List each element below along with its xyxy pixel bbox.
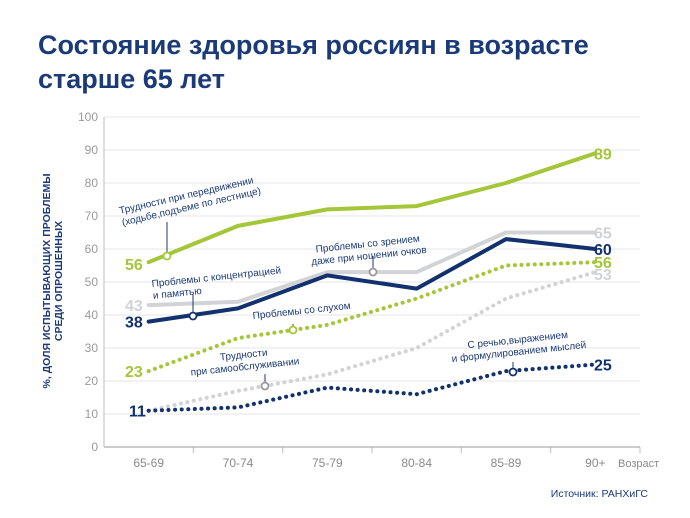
series-annotation: Проблемы со зрениемдаже при ношении очко… (309, 232, 427, 268)
source-note: Источник: РАНХиГС (550, 488, 648, 500)
y-tick-label: 50 (85, 275, 99, 289)
annotation-marker (260, 381, 270, 391)
annotation-marker (368, 267, 378, 277)
y-tick-label: 80 (85, 176, 99, 190)
x-tick-label: 70-74 (223, 456, 254, 470)
annotation-line: и памятью (152, 286, 202, 302)
y-tick-label: 100 (78, 110, 98, 124)
chart-title: Состояние здоровья россиян в возрасте ст… (38, 30, 589, 94)
y-tick-label: 10 (85, 407, 99, 421)
annotation-marker (508, 367, 518, 377)
annotation-line: Проблемы со слухом (252, 300, 351, 322)
series-end-label: 53 (594, 267, 612, 284)
annotation-marker (288, 325, 298, 335)
y-tick-label: 90 (85, 143, 99, 157)
series-line-1 (146, 151, 598, 265)
series-line-3 (146, 237, 598, 324)
x-tick-label: 80-84 (401, 456, 432, 470)
series-start-label: 23 (125, 364, 143, 381)
y-tick-label: 70 (85, 209, 99, 223)
series-annotation: Трудности при передвижении(ходьбе,подъем… (118, 174, 262, 228)
series-end-label: 25 (594, 358, 612, 375)
x-axis-label: Возраст (618, 458, 659, 470)
y-axis-label: %, ДОЛЯ ИСПЫТЫВАЮЩИХ ПРОБЛЕМЫСРЕДИ ОПРОШ… (41, 174, 65, 389)
y-tick-label: 60 (85, 242, 99, 256)
y-tick-label: 20 (85, 374, 99, 388)
series-annotation: Проблемы с концентрациейи памятью (151, 264, 283, 301)
x-tick-label: 85-89 (491, 456, 522, 470)
series-end-label: 65 (594, 226, 612, 243)
series-annotation: С речью,выражениеми формулированием мысл… (450, 328, 587, 365)
series-start-label: 43 (125, 298, 143, 315)
annotation-marker (188, 311, 198, 321)
series-start-label: 11 (129, 404, 146, 421)
y-tick-label: 30 (85, 341, 99, 355)
series-end-label: 56 (594, 255, 612, 272)
x-tick-label: 65-69 (133, 456, 164, 470)
annotation-line: Трудности (219, 348, 268, 364)
y-tick-label: 40 (85, 308, 99, 322)
y-tick-label: 0 (91, 440, 98, 454)
series-end-label: 89 (594, 146, 612, 163)
series-start-label: 56 (125, 257, 143, 274)
series-end-label: 60 (594, 242, 612, 259)
annotation-line: Проблемы с концентрацией (151, 264, 282, 290)
x-tick-label: 75-79 (312, 456, 343, 470)
series-line-6 (146, 362, 598, 413)
x-tick-label: 90+ (585, 456, 605, 470)
annotation-marker (162, 251, 172, 261)
series-line-4 (146, 260, 598, 374)
series-annotation: Проблемы со слухом (252, 300, 351, 322)
series-start-label: 38 (125, 315, 143, 332)
